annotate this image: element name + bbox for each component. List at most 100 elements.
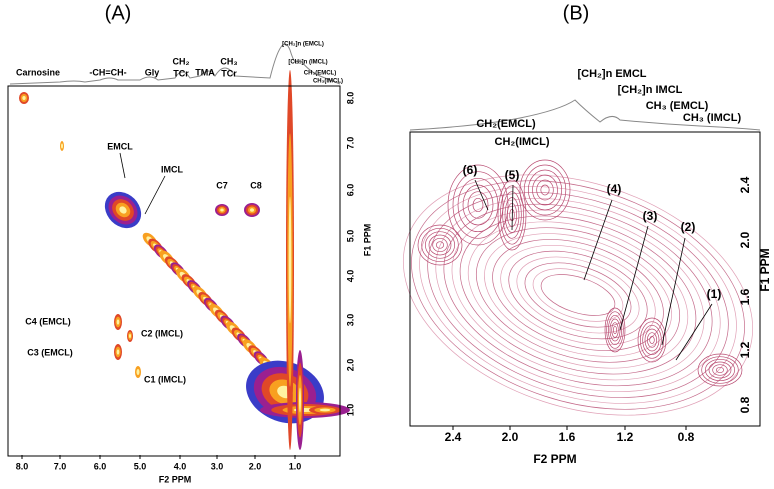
x-tick-label: 5.0 bbox=[134, 461, 147, 471]
contour bbox=[432, 237, 448, 253]
panel-label: (B) bbox=[563, 2, 590, 24]
contour bbox=[427, 192, 729, 398]
x-tick-label: 1.0 bbox=[289, 461, 302, 471]
contour bbox=[451, 209, 705, 381]
annotation: EMCL bbox=[107, 141, 133, 151]
peak bbox=[319, 408, 331, 412]
y-tick-label: 5.0 bbox=[345, 230, 355, 243]
peak-label: CH₃ (EMCL) bbox=[646, 100, 709, 112]
contour bbox=[435, 241, 445, 249]
spectrum-a bbox=[19, 70, 350, 450]
y-tick-label: 2.4 bbox=[738, 176, 752, 193]
contour bbox=[701, 356, 739, 384]
y-tick-label: 2.0 bbox=[738, 231, 752, 248]
contour bbox=[712, 364, 728, 376]
y-tick-label: 7.0 bbox=[345, 137, 355, 150]
y-axis-title: F1 PPM bbox=[362, 224, 372, 257]
contour bbox=[715, 366, 725, 374]
peak bbox=[116, 319, 120, 325]
contour bbox=[708, 361, 732, 379]
peak-label: [CH₂]n IMCL bbox=[618, 84, 683, 96]
contour bbox=[606, 311, 624, 349]
contour bbox=[612, 325, 618, 335]
annotation: (5) bbox=[505, 168, 520, 182]
contour bbox=[452, 171, 504, 239]
y-tick-label: 2.0 bbox=[345, 359, 355, 372]
contour bbox=[411, 180, 745, 410]
peak bbox=[250, 208, 254, 212]
peak-label: CH₂(EMCL) bbox=[476, 118, 536, 130]
contour bbox=[516, 256, 640, 334]
trace-a bbox=[9, 43, 341, 85]
x-tick-label: 8.0 bbox=[16, 461, 29, 471]
annotation: C8 bbox=[250, 180, 262, 190]
y-tick-label: 1.6 bbox=[738, 288, 752, 305]
peak bbox=[220, 208, 224, 212]
peak-label: Gly bbox=[145, 67, 160, 77]
peak-label: TCr bbox=[173, 68, 189, 78]
y-tick-label: 3.0 bbox=[345, 314, 355, 327]
contour bbox=[497, 179, 527, 251]
contour bbox=[472, 197, 484, 213]
contour bbox=[504, 197, 520, 233]
contour bbox=[644, 328, 660, 352]
contour bbox=[502, 191, 522, 239]
contour bbox=[443, 203, 713, 387]
y-tick-label: 0.8 bbox=[738, 396, 752, 413]
x-axis-title: F2 PPM bbox=[533, 452, 576, 466]
peak bbox=[22, 96, 26, 100]
contour bbox=[457, 177, 499, 233]
annotation: (6) bbox=[463, 163, 478, 177]
x-tick-label: 6.0 bbox=[94, 461, 107, 471]
contour bbox=[428, 234, 452, 256]
contour bbox=[532, 174, 558, 206]
y-tick-label: 8.0 bbox=[345, 92, 355, 105]
contour bbox=[704, 358, 736, 382]
annotation: (1) bbox=[707, 287, 722, 301]
contour bbox=[540, 274, 616, 316]
contour bbox=[637, 317, 667, 363]
contour bbox=[527, 169, 563, 211]
contour bbox=[475, 227, 681, 363]
peak bbox=[299, 387, 301, 413]
contour bbox=[417, 224, 463, 266]
x-tick-label: 2.0 bbox=[502, 430, 519, 444]
peak-label: CH₂ bbox=[173, 56, 190, 66]
x-tick-label: 7.0 bbox=[54, 461, 67, 471]
contour bbox=[508, 250, 648, 340]
annotation: (2) bbox=[681, 220, 696, 234]
contour bbox=[424, 231, 456, 259]
contour bbox=[642, 324, 662, 356]
contour bbox=[499, 185, 525, 245]
contour bbox=[697, 353, 743, 387]
x-tick-label: 2.0 bbox=[249, 461, 262, 471]
trace-b bbox=[409, 99, 761, 131]
x-tick-label: 3.0 bbox=[211, 461, 224, 471]
contour bbox=[419, 186, 737, 404]
annotation: C4 (EMCL) bbox=[25, 316, 71, 326]
contour bbox=[536, 179, 554, 201]
annotation: C3 (EMCL) bbox=[27, 347, 73, 357]
annotation: C1 (IMCL) bbox=[144, 374, 186, 384]
peak bbox=[61, 143, 63, 149]
contour bbox=[500, 244, 656, 346]
contour bbox=[484, 233, 672, 357]
x-tick-label: 1.2 bbox=[617, 430, 634, 444]
peak-label: Carnosine bbox=[16, 67, 60, 77]
peak bbox=[129, 334, 131, 338]
annotation: C7 bbox=[216, 180, 228, 190]
contour bbox=[402, 174, 754, 416]
contour bbox=[462, 184, 494, 226]
frame-b bbox=[409, 131, 761, 427]
peak bbox=[136, 369, 140, 375]
peak-label: [CH₂]n (EMCL) bbox=[282, 42, 324, 48]
contour bbox=[649, 335, 655, 345]
annotation: IMCL bbox=[161, 164, 183, 174]
y-axis-title: F1 PPM bbox=[758, 248, 772, 291]
x-axis-title: F2 PPM bbox=[159, 474, 192, 484]
x-tick-label: 1.6 bbox=[559, 430, 576, 444]
peak-label: TMA bbox=[195, 67, 215, 77]
peak-label: CH₃(EMCL) bbox=[304, 71, 336, 77]
y-tick-label: 6.0 bbox=[345, 184, 355, 197]
